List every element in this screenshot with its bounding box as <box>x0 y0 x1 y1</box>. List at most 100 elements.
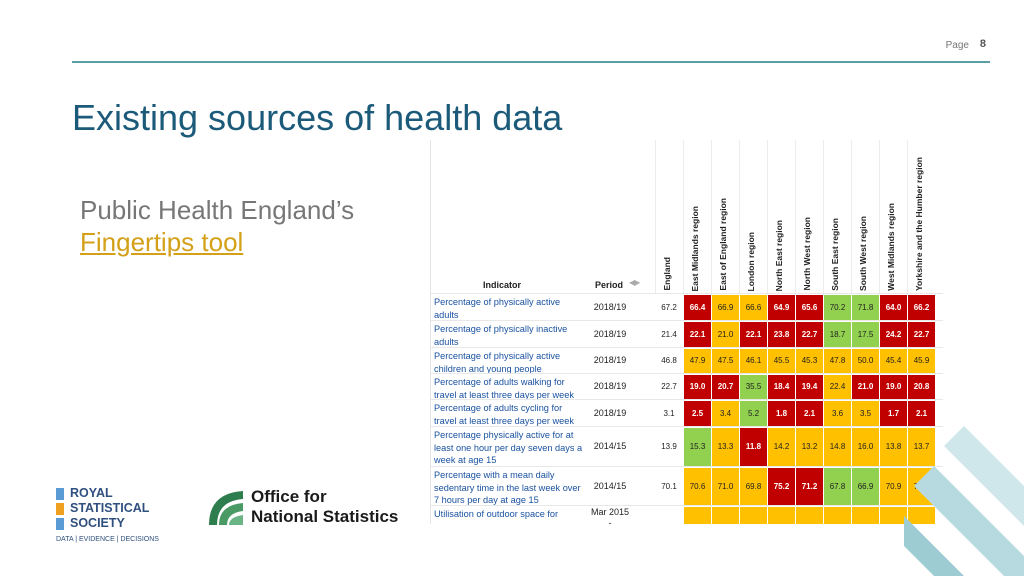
table-row: Percentage of physically active children… <box>431 347 943 374</box>
region-column-header[interactable]: Yorkshire and the Humber region <box>907 140 936 293</box>
region-column-header[interactable]: South West region <box>851 140 880 293</box>
indicator-link[interactable]: Percentage of physically inactive adults <box>434 324 568 347</box>
england-value: 3.1 <box>663 408 675 418</box>
region-value-cell: 13.8 <box>880 428 907 466</box>
region-value-cell: 19.0 <box>684 375 711 399</box>
region-value-cell: 1.8 <box>768 401 795 426</box>
indicator-link[interactable]: Percentage of adults cycling for travel … <box>434 403 574 426</box>
rss-bars-icon <box>56 488 64 530</box>
table-row: Percentage physically active for at leas… <box>431 426 943 467</box>
region-value-cell: 71.8 <box>852 295 879 320</box>
region-value-cell: 3.5 <box>852 401 879 426</box>
slide-title: Existing sources of health data <box>72 97 563 138</box>
region-value-cell: 64.0 <box>880 295 907 320</box>
region-value-cell: 71.0 <box>712 468 739 505</box>
rss-tagline: DATA | EVIDENCE | DECISIONS <box>56 536 159 543</box>
period-cell: 2018/19 <box>593 407 627 418</box>
period-cell: 2018/19 <box>593 355 627 365</box>
region-value-cell: 13.7 <box>908 428 935 466</box>
region-column-label: West Midlands region <box>886 203 896 291</box>
period-cell: 2014/15 <box>593 441 627 451</box>
region-value-cell: 70.2 <box>824 295 851 320</box>
region-column-label: North East region <box>774 219 784 291</box>
subtitle: Public Health England’s Fingertips tool <box>80 194 354 258</box>
region-value-cell: 13.2 <box>796 428 823 466</box>
region-value-cell: 22.7 <box>908 322 935 347</box>
indicator-link[interactable]: Percentage of physically active adults <box>434 297 561 320</box>
region-value-cell <box>852 507 879 524</box>
region-value-cell: 47.9 <box>684 349 711 373</box>
region-value-cell: 46.1 <box>740 349 767 373</box>
table-row: Percentage of physically inactive adults… <box>431 320 943 348</box>
region-value-cell: 3.6 <box>824 401 851 426</box>
region-value-cell: 13.3 <box>712 428 739 466</box>
region-value-cell: 66.9 <box>712 295 739 320</box>
table-row: Percentage with a mean daily sedentary t… <box>431 466 943 506</box>
region-value-cell <box>796 507 823 524</box>
region-value-cell: 45.4 <box>880 349 907 373</box>
region-column-header[interactable]: England <box>655 140 684 293</box>
region-value-cell <box>684 507 711 524</box>
rss-name: ROYAL STATISTICAL SOCIETY <box>70 486 149 531</box>
region-column-header[interactable]: West Midlands region <box>879 140 908 293</box>
table-row: Percentage of adults walking for travel … <box>431 373 943 400</box>
sort-arrows-icon[interactable]: ◀▶ <box>629 278 640 287</box>
england-value: 67.2 <box>661 302 677 312</box>
region-value-cell: 47.5 <box>712 349 739 373</box>
region-value-cell: 67.8 <box>824 468 851 505</box>
region-value-cell: 70.6 <box>684 468 711 505</box>
ons-name-line: National Statistics <box>251 507 399 526</box>
region-value-cell: 15.3 <box>684 428 711 466</box>
indicator-link[interactable]: Percentage physically active for at leas… <box>434 430 583 465</box>
region-column-label: England <box>662 257 672 291</box>
region-value-cell: 20.7 <box>712 375 739 399</box>
region-value-cell: 75.2 <box>768 468 795 505</box>
indicator-link[interactable]: Utilisation of outdoor space for <box>434 509 559 519</box>
ons-name-line: Office for <box>251 487 327 506</box>
decorative-stripes-icon <box>904 426 1024 576</box>
region-value-cell: 2.1 <box>908 401 935 426</box>
period-cell: 2018/19 <box>593 301 627 312</box>
region-value-cell: 2.5 <box>684 401 711 426</box>
region-value-cell: 22.1 <box>684 322 711 347</box>
region-value-cell: 21.0 <box>852 375 879 399</box>
england-value: 46.8 <box>661 356 677 365</box>
england-value: 70.1 <box>661 481 677 491</box>
indicator-header: Indicator <box>483 280 522 290</box>
england-value: 13.9 <box>661 442 677 451</box>
region-value-cell: 64.9 <box>768 295 795 320</box>
region-value-cell: 18.4 <box>768 375 795 399</box>
region-value-cell <box>712 507 739 524</box>
table-row: Percentage of physically active adults 20… <box>431 293 943 321</box>
region-value-cell: 66.4 <box>684 295 711 320</box>
fingertips-table: Indicator Period ◀▶ England East Midlands… <box>430 140 943 524</box>
region-column-label: Yorkshire and the Humber region <box>914 157 924 291</box>
region-value-cell: 1.7 <box>880 401 907 426</box>
region-column-header[interactable]: South East region <box>823 140 852 293</box>
table-header: Indicator Period ◀▶ England East Midlands… <box>431 140 943 293</box>
fingertips-link[interactable]: Fingertips tool <box>80 227 244 257</box>
indicator-link[interactable]: Percentage of adults walking for travel … <box>434 377 574 400</box>
top-rule <box>72 61 990 63</box>
region-value-cell: 24.2 <box>880 322 907 347</box>
indicator-link[interactable]: Percentage of physically active children… <box>434 351 561 374</box>
region-value-cell: 65.6 <box>796 295 823 320</box>
region-value-cell: 66.9 <box>852 468 879 505</box>
region-value-cell <box>768 507 795 524</box>
indicator-link[interactable]: Percentage with a mean daily sedentary t… <box>434 470 581 505</box>
table-row: Percentage of adults cycling for travel … <box>431 399 943 427</box>
region-value-cell: 45.9 <box>908 349 935 373</box>
region-column-label: East Midlands region <box>690 205 700 292</box>
region-column-header[interactable]: East Midlands region <box>683 140 712 293</box>
england-value: 21.4 <box>661 329 677 339</box>
region-column-header[interactable]: East of England region <box>711 140 740 293</box>
period-cell: Mar 2015 - <box>590 507 630 524</box>
region-value-cell: 69.8 <box>740 468 767 505</box>
region-value-cell: 23.8 <box>768 322 795 347</box>
region-value-cell: 70.9 <box>880 468 907 505</box>
region-column-label: South West region <box>858 216 868 291</box>
region-column-header[interactable]: North East region <box>767 140 796 293</box>
region-value-cell: 17.5 <box>852 322 879 347</box>
region-column-header[interactable]: North West region <box>795 140 824 293</box>
region-column-header[interactable]: London region <box>739 140 768 293</box>
